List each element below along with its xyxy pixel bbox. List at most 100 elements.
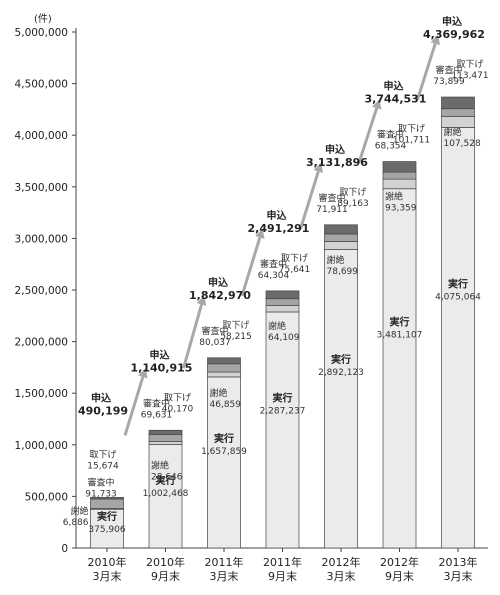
rejected-value: 46,859 [210,400,242,410]
y-axis-unit-label: (件) [34,13,52,25]
x-tick-label-year: 2010年 [88,555,127,569]
withdrawn-label: 取下げ [222,320,249,331]
under-review-label: 審査中 [260,258,287,270]
bar-segment-withdrawn [207,357,241,365]
applications-label: 申込 [325,143,345,156]
bar-segment-executed [148,444,183,549]
applications-total: 2,491,291 [248,222,310,235]
rejected-label: 謝絶 [151,459,169,471]
withdrawn-value: 113,471 [451,71,488,81]
rejected-label: 謝絶 [268,320,286,332]
bar-segment-executed [207,376,241,549]
executed-value: 2,287,237 [260,407,306,417]
executed-label: 実行 [331,353,351,366]
growth-arrow-head [430,35,441,46]
withdrawn-value: 58,215 [220,332,252,342]
x-tick-label-month: 9月末 [385,569,414,583]
under-review-value: 71,911 [316,205,348,215]
applications-label: 申込 [384,80,404,93]
bar-segment-rejected [265,304,300,313]
x-tick-label-year: 2010年 [146,555,185,569]
rejected-label: 謝絶 [385,191,403,203]
bar-segment-under_review [148,434,183,442]
bar-segment-under_review [90,498,124,509]
y-tick-label: 3,500,000 [15,182,68,194]
bar-segment-withdrawn [265,290,300,300]
bar-segment-withdrawn [382,161,417,173]
withdrawn-label: 取下げ [89,449,116,460]
rejected-label: 謝絶 [70,505,88,517]
bar-segment-under_review [441,108,475,117]
bar-segment-executed [441,127,475,549]
growth-arrows [123,35,441,436]
under-review-label: 審査中 [318,192,345,204]
withdrawn-value: 15,674 [87,461,119,471]
x-tick-label-year: 2012年 [322,555,361,569]
y-tick-label: 3,000,000 [15,233,68,245]
executed-value: 375,906 [88,525,125,535]
applications-total: 1,140,915 [131,361,193,374]
rejected-value: 93,359 [385,204,417,214]
bar-segment-rejected [441,116,475,128]
under-review-label: 審査中 [377,129,404,141]
executed-label: 実行 [97,510,117,523]
rejected-value: 6,886 [63,518,89,528]
y-tick-label: 500,000 [25,491,68,503]
executed-label: 実行 [448,277,468,290]
growth-arrow-shaft [299,170,320,230]
applications-label: 申込 [150,348,170,361]
bar-segment-withdrawn [90,497,124,500]
bar-segment-rejected [324,241,358,250]
x-tick-label-year: 2011年 [205,555,244,569]
x-tick-label-year: 2011年 [263,555,302,569]
under-review-value: 64,304 [258,271,290,281]
applications-total: 490,199 [78,404,128,417]
growth-arrow-head [255,228,265,239]
under-review-label: 審査中 [201,325,228,337]
under-review-value: 80,037 [199,338,231,348]
bar-segment-rejected [382,178,417,190]
y-tick-label: 0 [61,543,68,555]
under-review-label: 審査中 [435,64,462,76]
executed-label: 実行 [156,474,176,487]
withdrawn-label: 取下げ [164,392,191,403]
x-tick-label-month: 9月末 [268,569,297,583]
growth-arrow-shaft [357,107,379,164]
withdrawn-label: 取下げ [398,124,425,135]
bar-segment-rejected [148,441,183,445]
under-review-value: 91,733 [85,489,117,499]
y-tick-label: 1,000,000 [15,440,68,452]
rejected-label: 謝絶 [327,254,345,266]
withdrawn-value: 101,711 [393,136,430,146]
withdrawn-label: 取下げ [281,253,308,264]
applications-label: 申込 [208,276,228,289]
rejected-label: 謝絶 [444,126,462,138]
x-tick-label-month: 9月末 [151,569,180,583]
executed-value: 1,657,859 [201,447,247,457]
applications-label: 申込 [442,15,462,28]
x-tick-label-year: 2012年 [380,555,419,569]
bar-segment-executed [324,249,358,549]
x-tick-label-year: 2013年 [439,555,478,569]
under-review-value: 69,631 [141,410,173,420]
growth-arrow-shaft [416,43,437,101]
under-review-label: 審査中 [143,397,170,409]
bar-segment-under_review [265,298,300,306]
under-review-value: 68,354 [375,142,407,152]
axes: 0 500,000 1,000,000 1,500,000 2,000,000 2,500… [15,27,488,555]
withdrawn-label: 取下げ [339,187,366,198]
executed-label: 実行 [390,315,410,328]
applications-label: 申込 [91,391,111,404]
applications-label: 申込 [267,209,287,222]
data-labels: 実行375,906謝絶6,886審査中91,733取下げ15,674申込490,… [63,15,489,535]
withdrawn-label: 取下げ [456,59,483,70]
x-axis-labels: 2010年3月末2010年9月末2011年3月末2011年9月末2012年3月末… [88,548,478,583]
y-tick-label: 1,500,000 [15,388,68,400]
x-tick-label-month: 3月末 [444,569,473,583]
applications-total: 3,744,531 [365,93,427,106]
bar-segment-under_review [382,171,417,180]
executed-value: 4,075,064 [435,292,481,302]
bar-segment-withdrawn [148,429,183,435]
under-review-label: 審査中 [87,476,114,488]
executed-value: 1,002,468 [143,489,189,499]
